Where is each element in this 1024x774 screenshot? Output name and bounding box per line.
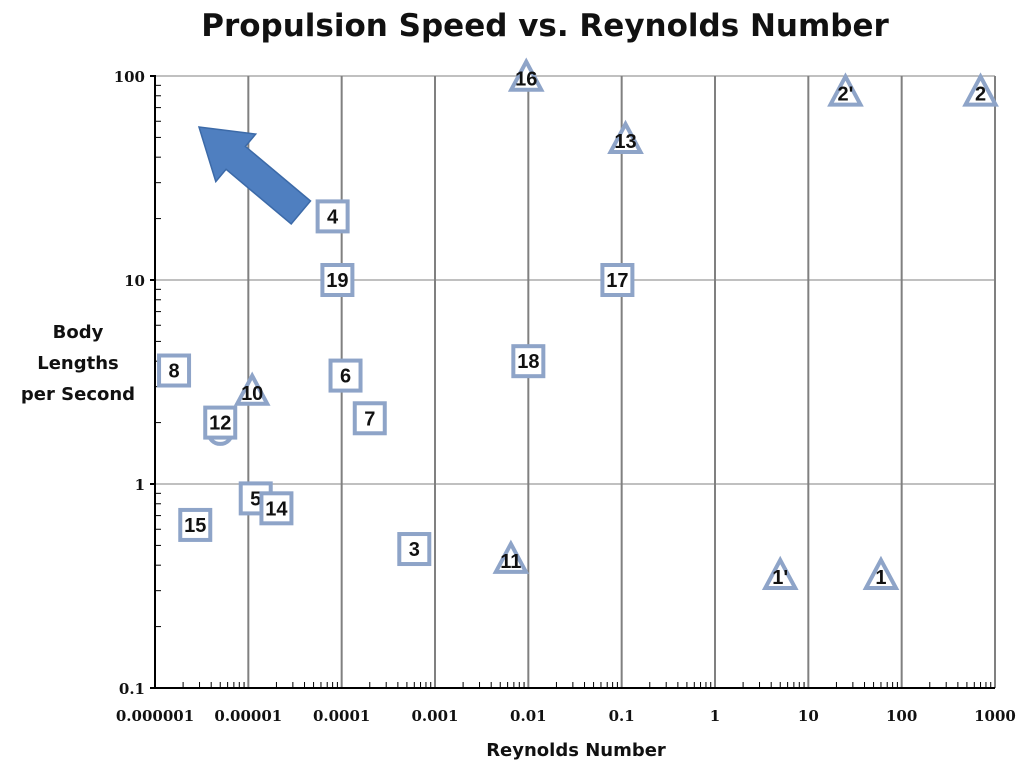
- square-marker: [203, 405, 238, 440]
- point-label: 11: [500, 551, 521, 573]
- point-label: 1: [875, 567, 886, 589]
- square-marker: [328, 358, 363, 393]
- point-label: 2: [975, 84, 986, 106]
- data-point: 3: [397, 532, 432, 567]
- square-marker: [157, 353, 192, 388]
- data-point: 11: [492, 539, 530, 574]
- data-point: 6: [328, 358, 363, 393]
- point-label: 6: [340, 366, 351, 388]
- data-point: 13: [607, 119, 644, 155]
- triangle-marker: [962, 72, 999, 107]
- data-point: 2: [962, 72, 999, 107]
- data-point: 19: [320, 263, 355, 297]
- square-marker: [320, 263, 355, 297]
- x-tick-labels: 0.000001 0.00001 0.0001 0.001 0.01 0.1 1 10 100 1…: [116, 707, 1016, 725]
- x-tick-label: 0.1: [609, 707, 635, 725]
- point-label: 5: [250, 488, 261, 510]
- square-marker: [259, 491, 294, 526]
- x-tick-label: 0.01: [510, 707, 547, 725]
- square-marker: [178, 507, 213, 542]
- x-tick-label: 100: [886, 707, 917, 725]
- up-left-arrow-icon: [197, 126, 312, 226]
- point-label: 2': [838, 84, 854, 106]
- point-label: 7: [364, 408, 375, 430]
- triangle-marker: [492, 539, 530, 574]
- axes: [150, 75, 995, 689]
- square-marker: [600, 263, 635, 297]
- y-tick-label: 100: [114, 68, 145, 86]
- triangle-marker: [233, 371, 271, 406]
- data-point: 12: [203, 405, 238, 440]
- point-label: 12: [209, 413, 231, 435]
- point-label: 13: [614, 131, 636, 153]
- data-point: 1': [761, 555, 799, 591]
- x-tick-label: 0.001: [412, 707, 459, 725]
- point-label: 19: [326, 270, 348, 292]
- point-label: 3: [409, 539, 420, 561]
- triangle-marker: [761, 555, 799, 591]
- x-tick-label: 10: [798, 707, 819, 725]
- y-axis-label-line-2: Lengths: [37, 353, 119, 374]
- point-label: 17: [606, 270, 628, 292]
- point-label: 14: [265, 498, 288, 520]
- data-point: 2': [827, 72, 864, 107]
- data-point: 4: [315, 199, 350, 234]
- y-axis-label-line-1: Body: [53, 322, 104, 343]
- triangle-marker: [507, 57, 545, 92]
- data-point: 14: [259, 491, 294, 526]
- y-tick-label: 0.1: [119, 680, 145, 698]
- data-point: 17: [600, 263, 635, 297]
- triangle-marker: [862, 555, 900, 591]
- data-point: 7: [352, 401, 387, 436]
- data-point: 18: [511, 344, 546, 379]
- data-point: 10: [233, 371, 271, 406]
- square-marker: [511, 344, 546, 379]
- data-points: 11'22'345678910111213141516171819: [157, 57, 999, 591]
- x-axis-label: Reynolds Number: [486, 740, 666, 761]
- point-label: 16: [515, 69, 537, 91]
- x-tick-label: 0.000001: [116, 707, 194, 725]
- y-tick-labels: 0.1 1 10 100: [114, 68, 145, 698]
- grid: [155, 75, 996, 688]
- point-label: 10: [241, 383, 263, 405]
- point-label: 15: [184, 515, 206, 537]
- data-point: 1: [862, 555, 900, 591]
- point-label: 4: [327, 206, 339, 228]
- x-tick-label: 1: [710, 707, 720, 725]
- y-tick-label: 10: [124, 272, 145, 290]
- point-label: 8: [168, 361, 179, 383]
- triangle-marker: [827, 72, 864, 107]
- y-axis-label-line-3: per Second: [21, 384, 135, 405]
- data-point: 16: [507, 57, 545, 92]
- point-label: 1': [772, 567, 788, 589]
- square-marker: [315, 199, 350, 234]
- x-tick-label: 0.0001: [313, 707, 370, 725]
- data-point: 8: [157, 353, 192, 388]
- data-point: 15: [178, 507, 213, 542]
- chart-title: Propulsion Speed vs. Reynolds Number: [201, 8, 889, 44]
- triangle-marker: [607, 119, 644, 155]
- square-marker: [397, 532, 432, 567]
- x-tick-label: 1000: [974, 707, 1016, 725]
- square-marker: [352, 401, 387, 436]
- point-label: 18: [517, 351, 539, 373]
- x-tick-label: 0.00001: [214, 707, 282, 725]
- y-tick-label: 1: [135, 476, 145, 494]
